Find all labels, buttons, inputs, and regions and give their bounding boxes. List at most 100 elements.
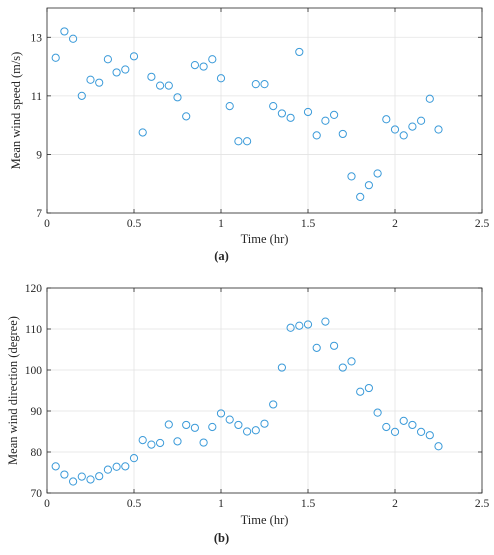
data-point xyxy=(434,125,443,134)
data-points xyxy=(51,317,443,486)
data-point xyxy=(312,131,321,140)
data-point xyxy=(243,137,252,146)
data-point xyxy=(425,431,434,440)
x-tick-label: 0.5 xyxy=(127,498,142,510)
data-point xyxy=(260,80,269,89)
data-point xyxy=(147,72,156,81)
data-point xyxy=(269,400,278,409)
data-point xyxy=(190,423,199,432)
data-point xyxy=(164,81,173,90)
data-point xyxy=(190,61,199,70)
data-point xyxy=(364,181,373,190)
data-point xyxy=(103,55,113,64)
axes-box xyxy=(46,7,483,214)
data-point xyxy=(86,75,95,84)
data-point xyxy=(347,172,356,181)
data-point xyxy=(86,475,95,484)
axes-box xyxy=(46,287,483,494)
data-point xyxy=(312,343,321,352)
data-point xyxy=(69,477,78,486)
data-point xyxy=(269,102,278,111)
data-point xyxy=(51,53,60,62)
data-point xyxy=(321,116,330,125)
data-point xyxy=(216,74,226,83)
data-point xyxy=(373,169,382,178)
data-point xyxy=(138,128,147,137)
data-point xyxy=(95,78,104,87)
chart-panel-b: 0 0.5 1 1.5 2 2.5 70 80 90 100 110 120 Time (hr) Mean… xyxy=(6,283,489,545)
x-tick-label: 0.5 xyxy=(127,218,142,230)
data-point xyxy=(69,34,78,43)
data-point xyxy=(216,409,226,418)
data-point xyxy=(182,112,191,121)
x-tick-label: 0 xyxy=(44,498,50,510)
data-point xyxy=(173,93,182,102)
data-point xyxy=(225,415,234,424)
data-point xyxy=(60,27,69,36)
y-tick-label: 100 xyxy=(25,365,43,377)
data-point xyxy=(121,462,130,471)
data-point xyxy=(156,81,165,90)
y-tick-label: 13 xyxy=(31,32,43,44)
data-point xyxy=(103,465,113,474)
data-point xyxy=(338,363,347,372)
x-tick-label: 1.5 xyxy=(301,498,316,510)
data-point xyxy=(295,47,304,57)
y-tick-label: 110 xyxy=(25,324,42,336)
panel-label: (b) xyxy=(214,531,229,545)
data-point xyxy=(408,420,417,430)
data-point xyxy=(112,68,121,77)
data-point xyxy=(277,363,286,372)
data-point xyxy=(129,52,139,61)
data-point xyxy=(338,129,347,139)
data-point xyxy=(330,110,339,119)
x-tick-label: 0 xyxy=(44,218,50,230)
data-point xyxy=(417,427,426,437)
data-point xyxy=(277,109,286,118)
x-axis-label: Time (hr) xyxy=(241,232,289,246)
plot-area xyxy=(47,288,482,493)
y-tick-label: 9 xyxy=(36,149,42,161)
x-tick-label: 1.5 xyxy=(301,218,316,230)
x-tick-label: 2.5 xyxy=(475,218,490,230)
data-point xyxy=(129,454,139,463)
data-point xyxy=(208,422,217,432)
data-point xyxy=(425,94,434,103)
data-point xyxy=(382,115,391,124)
y-tick-label: 11 xyxy=(31,91,42,103)
data-points xyxy=(51,27,443,201)
data-point xyxy=(234,137,243,146)
data-point xyxy=(303,107,313,117)
data-point xyxy=(399,131,408,140)
data-point xyxy=(330,341,339,350)
data-point xyxy=(112,462,121,471)
data-point xyxy=(364,383,373,393)
data-point xyxy=(286,113,295,122)
data-point xyxy=(390,125,400,134)
data-point xyxy=(121,65,130,74)
data-point xyxy=(234,420,243,430)
data-point xyxy=(399,416,408,425)
x-tick-label: 1 xyxy=(218,498,224,510)
data-point xyxy=(173,437,182,446)
data-point xyxy=(77,472,86,481)
data-point xyxy=(182,420,191,430)
x-axis-label: Time (hr) xyxy=(241,513,289,527)
y-tick-label: 70 xyxy=(31,488,43,500)
data-point xyxy=(95,472,104,481)
panel-label: (a) xyxy=(214,249,229,263)
data-point xyxy=(303,320,313,329)
y-tick-label: 120 xyxy=(25,283,43,295)
data-point xyxy=(356,387,365,396)
x-tick-label: 1 xyxy=(218,218,224,230)
data-point xyxy=(347,357,356,366)
data-point xyxy=(156,438,165,448)
data-point xyxy=(138,436,147,445)
x-tick-label: 2 xyxy=(392,498,398,510)
y-axis-label: Mean wind speed (m/s) xyxy=(9,52,23,170)
x-tick-label: 2 xyxy=(392,218,398,230)
data-point xyxy=(286,323,295,332)
data-point xyxy=(260,419,269,428)
data-point xyxy=(251,80,260,89)
